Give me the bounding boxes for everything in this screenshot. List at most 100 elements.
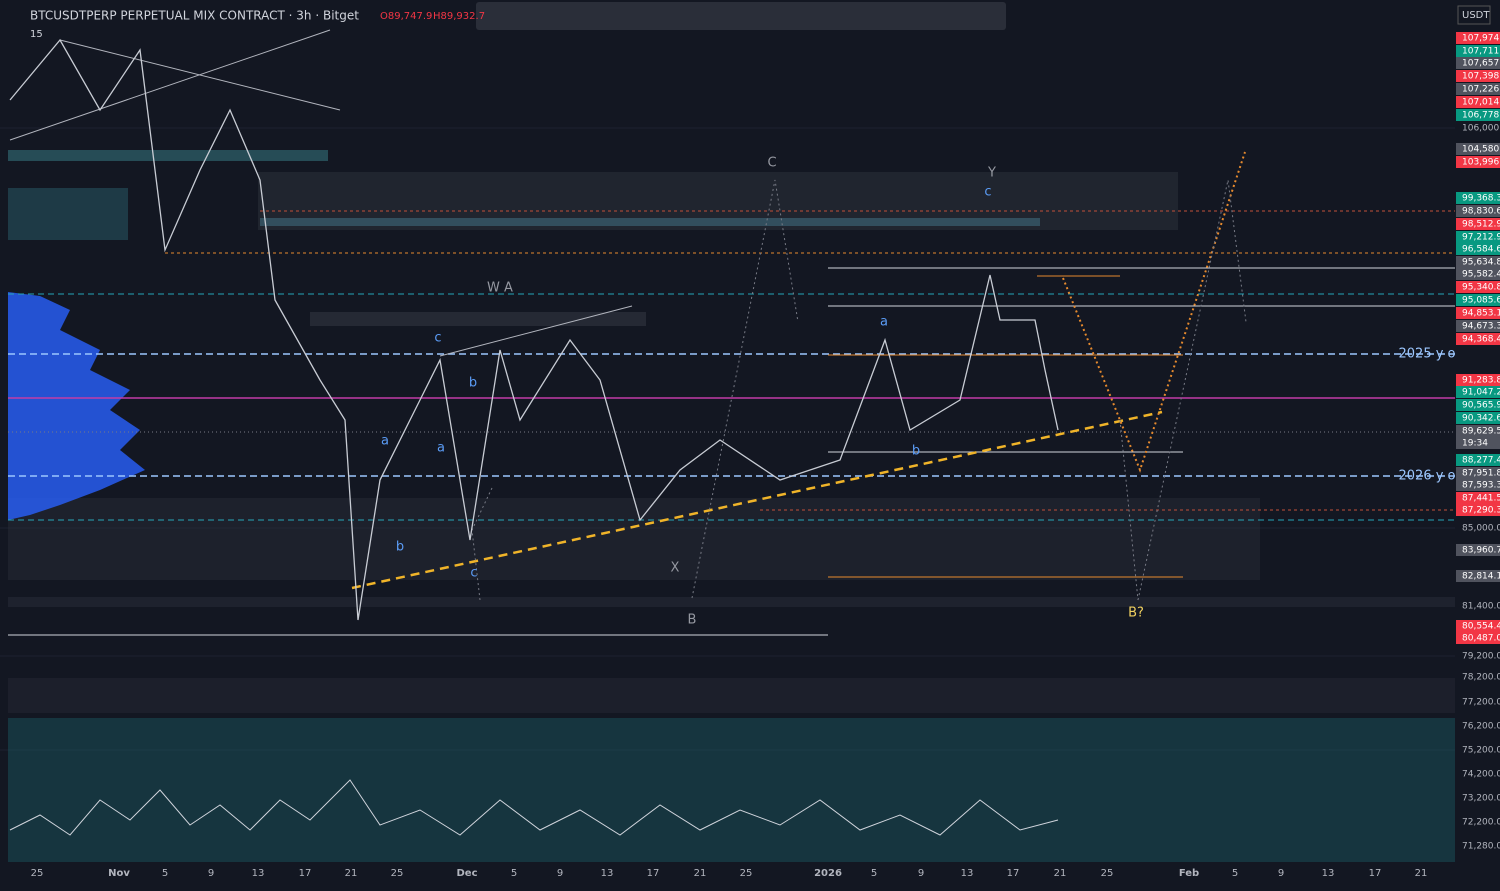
time-label: 21 [694,868,707,879]
price-tag [1456,320,1500,332]
price-label: 94,368.4 [1462,335,1500,345]
price-label: 107,398.6 [1462,72,1500,82]
price-tag [1456,109,1500,121]
price-label: 89,629.5 [1462,427,1500,437]
price-label: 97,212.9 [1462,233,1500,243]
high: H89,932.7 [433,11,485,22]
price-label: 81,400.0 [1462,602,1500,612]
toolbar[interactable] [476,2,1006,30]
price-label: 77,200.0 [1462,698,1500,708]
price-label: 107,657.6 [1462,59,1500,69]
time-label: 17 [647,868,660,879]
countdown-tag [1456,437,1500,449]
wave-label: a [437,441,445,456]
wave-label: c [434,331,441,346]
price-tag [1456,307,1500,319]
price-tag [1456,544,1500,556]
price-label: 87,593.3 [1462,481,1500,491]
price-tag [1456,96,1500,108]
levels [8,29,1455,636]
wave-label: Y [987,166,996,181]
price-tag [1456,570,1500,582]
time-label: 2026 [814,868,842,879]
price-label: 90,342.6 [1462,414,1500,424]
price-label: 85,000.0 [1462,524,1500,534]
price-tag [1456,205,1500,217]
price-label: 107,711.2 [1462,47,1500,57]
wave-label: a [381,434,389,449]
price-tag [1456,333,1500,345]
price-tag [1456,83,1500,95]
price-label: 99,368.3 [1462,194,1500,204]
price-label: 72,200.0 [1462,818,1500,828]
price-tag [1456,620,1500,632]
time-label: 25 [740,868,753,879]
price-tag [1456,143,1500,155]
price-tag [1456,256,1500,268]
price-tag [1456,156,1500,168]
wave-label: c [470,566,477,581]
price-label: 87,441.5 [1462,494,1500,504]
time-label: 21 [345,868,358,879]
price-label: 83,960.7 [1462,546,1500,556]
price-tag [1456,504,1500,516]
price-label: 87,290.3 [1462,506,1500,516]
wave-label: X [671,561,680,576]
countdown: 19:34 [1462,439,1488,449]
time-label: Nov [108,868,130,879]
price-tag [1456,399,1500,411]
price-label: 95,340.8 [1462,283,1500,293]
time-label: 9 [1278,868,1284,879]
price-label: 78,200.0 [1462,673,1500,683]
price-tag [1456,32,1500,44]
time-label: 5 [871,868,877,879]
title: BTCUSDTPERP PERPETUAL MIX CONTRACT · 3h … [30,9,359,23]
time-label: 5 [511,868,517,879]
price-label: 104,580.7 [1462,145,1500,155]
volume-profile [8,292,145,520]
wave-label: c [984,185,991,200]
time-label: 9 [208,868,214,879]
price-tag [1456,632,1500,644]
time-label: 13 [601,868,614,879]
time-label: 13 [252,868,265,879]
wave-label: W A [487,281,513,296]
time-label: 13 [961,868,974,879]
wave-label: C [767,156,776,171]
wave-label: B? [1128,606,1144,621]
wave-label: b [396,540,404,555]
wave-label: b [912,444,920,459]
time-label: Feb [1179,868,1199,879]
price-label: 91,283.8 [1462,376,1500,386]
price-tag [1456,268,1500,280]
wave-label: 2025 y o [1399,347,1456,362]
price-label: 73,200.0 [1462,794,1500,804]
time-label: 5 [1232,868,1238,879]
time-label: 21 [1054,868,1067,879]
price-tag [1456,467,1500,479]
time-label: 25 [1101,868,1114,879]
price-label: 91,047.2 [1462,388,1500,398]
wave-label: 2026 y o [1399,469,1456,484]
time-label: 17 [1007,868,1020,879]
price-tag [1456,192,1500,204]
wave-label: B [688,613,697,628]
time-label: 9 [557,868,563,879]
open: O89,747.9 [380,11,432,22]
price-label: 88,277.4 [1462,456,1500,466]
time-label: 21 [1415,868,1428,879]
price-tag [1456,412,1500,424]
time-label: 17 [1369,868,1382,879]
price-tag [1456,243,1500,255]
price-label: 103,996.3 [1462,158,1500,168]
time-label: 5 [162,868,168,879]
price-tag [1456,231,1500,243]
price-tag [1456,218,1500,230]
zones [8,150,1455,862]
currency-box[interactable] [1457,5,1491,25]
price-tag [1456,386,1500,398]
interval: 15 [30,29,43,40]
